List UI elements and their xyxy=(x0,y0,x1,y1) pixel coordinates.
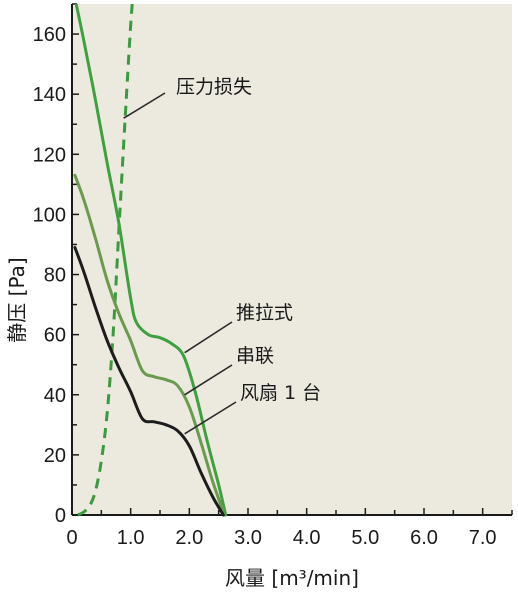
x-axis: 0 1.0 2.0 3.0 4.0 5.0 6.0 7.0 xyxy=(66,508,513,549)
y-tick-label: 100 xyxy=(33,204,66,226)
x-tick-label: 3.0 xyxy=(234,527,262,549)
annotation-label: 风扇 1 台 xyxy=(240,382,321,404)
y-tick-label: 40 xyxy=(44,385,66,407)
series-group xyxy=(73,4,228,517)
annotation-leader xyxy=(184,401,237,435)
x-tick-label: 2.0 xyxy=(175,527,203,549)
y-tick-label: 0 xyxy=(55,505,66,527)
annotation-label: 串联 xyxy=(236,345,274,367)
series-line-0 xyxy=(77,4,134,517)
annotation-leader xyxy=(184,364,233,396)
x-tick-label: 4.0 xyxy=(293,527,321,549)
annotation-leader xyxy=(123,92,166,119)
y-tick-label: 140 xyxy=(33,84,66,106)
y-axis-title: 静压 [Pa] xyxy=(5,257,29,342)
y-tick-label: 160 xyxy=(33,24,66,46)
annotation-label: 推拉式 xyxy=(236,302,293,324)
x-tick-label: 5.0 xyxy=(351,527,379,549)
x-tick-label: 7.0 xyxy=(469,527,497,549)
y-axis: 0 20 40 60 80 100 120 140 160 xyxy=(33,3,79,527)
series-line-2 xyxy=(73,173,226,517)
x-axis-title: 风量 [m³/min] xyxy=(225,566,359,590)
x-tick-label: 6.0 xyxy=(410,527,438,549)
series-line-3 xyxy=(73,246,225,517)
annotation-label: 压力损失 xyxy=(176,76,252,98)
y-tick-label: 120 xyxy=(33,144,66,166)
y-tick-label: 60 xyxy=(44,325,66,347)
x-tick-label: 1.0 xyxy=(117,527,145,549)
series-line-1 xyxy=(74,4,228,517)
annotation-leader xyxy=(184,321,233,354)
y-tick-label: 80 xyxy=(44,265,66,287)
y-tick-label: 20 xyxy=(44,445,66,467)
x-tick-label: 0 xyxy=(66,527,77,549)
plot-background xyxy=(72,4,512,515)
